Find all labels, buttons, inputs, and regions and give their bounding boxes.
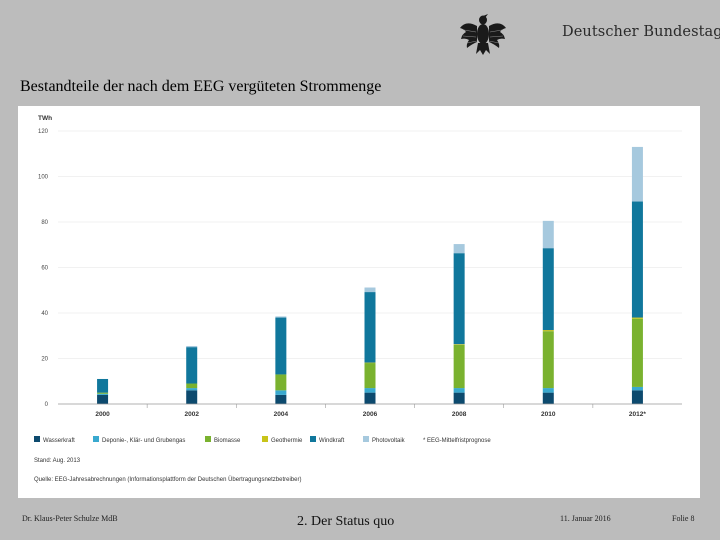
bar-segment	[186, 388, 198, 391]
y-tick-label: 40	[41, 311, 48, 317]
bar-segment	[186, 390, 198, 404]
legend-swatch	[262, 436, 268, 442]
bar-segment	[453, 388, 465, 393]
legend-swatch	[93, 436, 99, 442]
x-tick-label: 2006	[363, 411, 378, 418]
y-tick-label: 20	[41, 357, 48, 363]
footer-date: 11. Januar 2016	[560, 514, 611, 523]
bar-segment	[275, 394, 287, 404]
bar-segment	[275, 316, 287, 318]
footer-section-title: 2. Der Status quo	[297, 514, 395, 529]
legend-note: * EEG-Mittelfristprognose	[423, 438, 491, 444]
y-tick-label: 60	[41, 266, 48, 272]
chart-stand-note: Stand: Aug. 2013	[34, 458, 81, 464]
bar-segment	[186, 347, 198, 384]
bar-segment	[542, 220, 554, 249]
slide-title: Bestandteile der nach dem EEG vergüteten…	[20, 78, 382, 95]
federal-eagle-icon	[460, 14, 506, 55]
x-tick-label: 2012*	[629, 411, 646, 418]
y-axis-unit-label: TWh	[38, 115, 52, 122]
chart-bars	[97, 146, 643, 404]
bar-segment	[542, 248, 554, 331]
y-tick-label: 80	[41, 220, 48, 226]
legend-label: Wasserkraft	[43, 438, 75, 444]
bar-segment	[275, 374, 287, 391]
bar-segment	[453, 344, 465, 345]
bar-segment	[453, 392, 465, 404]
legend-label: Geothermie	[271, 438, 303, 444]
bar-segment	[631, 318, 643, 387]
bar-segment	[97, 392, 109, 394]
y-tick-label: 120	[38, 129, 49, 135]
legend-label: Windkraft	[319, 438, 345, 444]
bar-segment	[631, 317, 643, 319]
slide-footer: Dr. Klaus-Peter Schulze MdB 2. Der Statu…	[0, 500, 720, 540]
legend-swatch	[34, 436, 40, 442]
bar-segment	[97, 393, 109, 395]
slide-header: Deutscher Bundestag	[0, 0, 720, 70]
footer-author: Dr. Klaus-Peter Schulze MdB	[22, 514, 118, 523]
bar-segment	[364, 292, 376, 363]
legend-swatch	[310, 436, 316, 442]
y-tick-label: 100	[38, 175, 49, 181]
x-tick-label: 2010	[541, 411, 556, 418]
footer-page-number: Folie 8	[672, 514, 695, 523]
x-tick-label: 2008	[452, 411, 467, 418]
bar-segment	[631, 201, 643, 318]
bar-segment	[542, 392, 554, 404]
bar-segment	[97, 394, 109, 404]
bar-segment	[631, 386, 643, 391]
bar-segment	[631, 146, 643, 202]
bar-segment	[542, 388, 554, 393]
bar-segment	[453, 253, 465, 345]
chart-panel: 0 20 40 60 80 100 120 2000 2002 2004 2006 2008 2010 2…	[18, 106, 700, 498]
bar-segment	[364, 392, 376, 404]
bar-segment	[364, 363, 376, 389]
brand-name: Deutscher Bundestag	[562, 24, 720, 40]
bar-segment	[542, 330, 554, 332]
bar-segment	[275, 390, 287, 395]
bar-segment	[364, 388, 376, 393]
x-tick-label: 2004	[274, 411, 289, 418]
stacked-bar-chart: 0 20 40 60 80 100 120 2000 2002 2004 2006 2008 2010 2…	[34, 115, 682, 483]
bar-segment	[453, 344, 465, 389]
bar-segment	[186, 383, 198, 389]
legend-label: Biomasse	[214, 438, 241, 444]
legend-swatch	[205, 436, 211, 442]
chart-legend: Wasserkraft Deponie-, Klär- und Grubengas…	[34, 436, 406, 444]
y-tick-label: 0	[45, 402, 49, 408]
x-tick-label: 2000	[95, 411, 110, 418]
bar-segment	[453, 244, 465, 254]
bar-segment	[364, 287, 376, 293]
bar-segment	[186, 345, 198, 348]
legend-swatch	[363, 436, 369, 442]
bar-segment	[97, 378, 109, 393]
legend-label: Deponie-, Klär- und Grubengas	[102, 438, 185, 444]
chart-source-note: Quelle: EEG-Jahresabrechnungen (Informat…	[34, 476, 301, 483]
x-tick-label: 2002	[184, 411, 199, 418]
chart-axes: 0 20 40 60 80 100 120 2000 2002 2004 2006 2008 2010 2…	[38, 129, 682, 418]
bar-segment	[542, 331, 554, 389]
legend-label: Photovoltaik	[372, 438, 406, 444]
bar-segment	[631, 390, 643, 404]
bar-segment	[275, 317, 287, 375]
